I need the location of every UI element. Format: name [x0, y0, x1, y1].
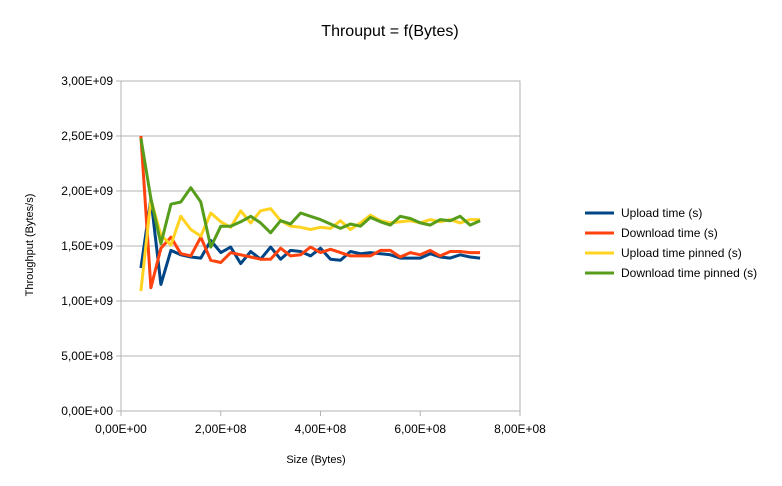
legend-label: Upload time pinned (s) [621, 246, 742, 260]
x-axis-label: Size (Bytes) [286, 454, 345, 466]
axis-ticks: 0,00E+00 5,00E+08 1,00E+09 1,50E+09 2,00E+09… [61, 74, 546, 436]
y-tick-label: 0,00E+00 [61, 404, 113, 418]
chart-title: Throuput = f(Bytes) [321, 23, 458, 40]
y-tick-label: 5,00E+08 [61, 349, 113, 363]
legend: Upload time (s) Download time (s) Upload t… [585, 206, 757, 280]
gridlines [121, 80, 520, 412]
x-tick-label: 6,00E+08 [394, 422, 446, 436]
legend-label: Download time pinned (s) [621, 266, 757, 280]
series-line-4 [139, 137, 481, 249]
y-tick-label: 2,00E+09 [61, 184, 113, 198]
x-tick-label: 8,00E+08 [494, 422, 546, 436]
x-tick-label: 4,00E+08 [295, 422, 347, 436]
y-tick-label: 3,00E+09 [61, 74, 113, 88]
series-line-3 [139, 198, 481, 292]
series-line-2 [139, 135, 481, 290]
series-lines [139, 135, 481, 292]
y-tick-label: 1,00E+09 [61, 294, 113, 308]
legend-label: Download time (s) [621, 226, 718, 240]
x-tick-label: 2,00E+08 [195, 422, 247, 436]
series-line-1 [139, 197, 481, 286]
y-tick-label: 1,50E+09 [61, 239, 113, 253]
y-tick-label: 2,50E+09 [61, 129, 113, 143]
legend-label: Upload time (s) [621, 206, 702, 220]
x-tick-label: 0,00E+00 [95, 422, 147, 436]
y-axis-label: Throughput (Bytes/s) [24, 194, 36, 297]
